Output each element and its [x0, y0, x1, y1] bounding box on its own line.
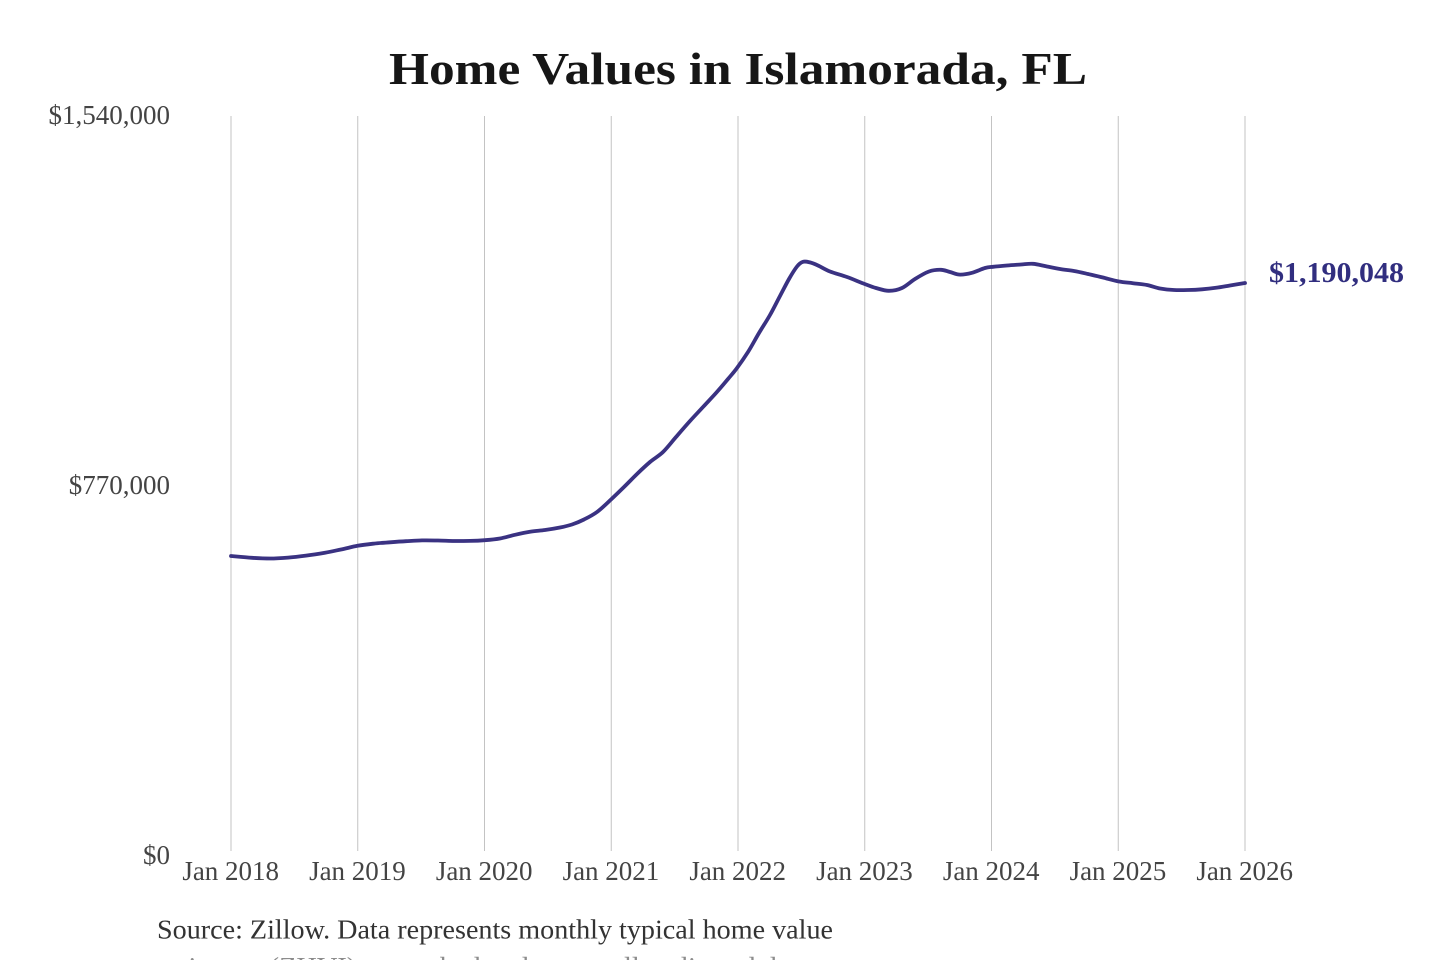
svg-text:Jan 2022: Jan 2022: [689, 856, 786, 886]
svg-text:$1,190,048: $1,190,048: [1269, 257, 1404, 289]
svg-text:Jan 2025: Jan 2025: [1070, 856, 1167, 886]
svg-text:Jan 2023: Jan 2023: [816, 856, 913, 886]
svg-text:Jan 2026: Jan 2026: [1196, 856, 1293, 886]
svg-text:$0: $0: [143, 840, 170, 870]
svg-text:Jan 2024: Jan 2024: [943, 856, 1040, 886]
svg-text:estimates (ZHVI), smoothed and: estimates (ZHVI), smoothed and seasonall…: [157, 952, 817, 960]
svg-text:Jan 2021: Jan 2021: [563, 856, 660, 886]
svg-text:$1,540,000: $1,540,000: [49, 100, 171, 130]
svg-text:Jan 2020: Jan 2020: [436, 856, 533, 886]
svg-text:Source: Zillow. Data represent: Source: Zillow. Data represents monthly …: [157, 915, 833, 945]
svg-text:Jan 2019: Jan 2019: [309, 856, 406, 886]
svg-text:Jan 2018: Jan 2018: [182, 856, 279, 886]
svg-text:Home Values in Islamorada, FL: Home Values in Islamorada, FL: [389, 43, 1087, 94]
svg-text:$770,000: $770,000: [69, 470, 170, 500]
